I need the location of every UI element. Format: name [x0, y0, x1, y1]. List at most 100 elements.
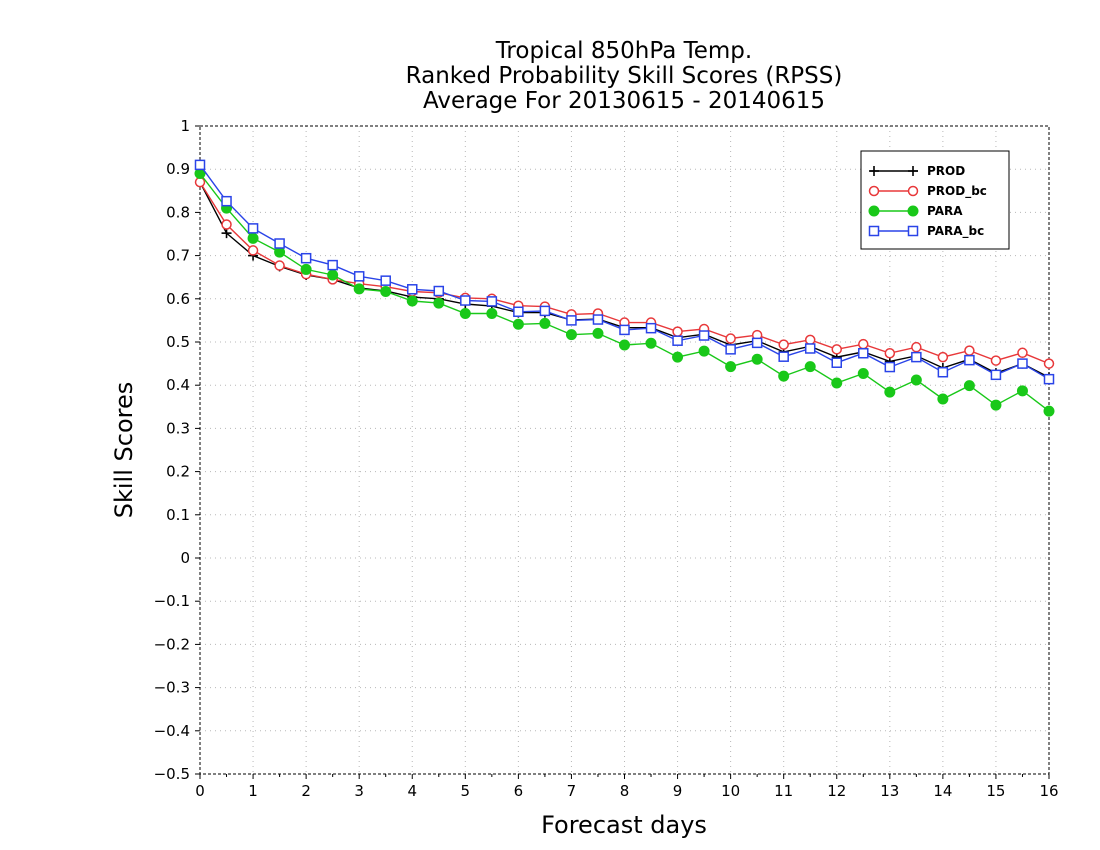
legend-marker	[907, 205, 919, 217]
x-tick-label: 6	[514, 782, 524, 800]
data-point-prod-bc	[858, 338, 869, 350]
y-tick-label: 0.7	[166, 247, 190, 265]
data-point-para	[1043, 405, 1055, 417]
data-point-para-bc	[778, 351, 789, 362]
gridlines	[200, 126, 1049, 774]
data-point-para	[565, 329, 577, 341]
y-tick-label: 0.8	[166, 203, 190, 221]
data-point-prod-bc	[778, 339, 789, 350]
data-point-para-bc	[433, 285, 445, 297]
data-point-para	[539, 317, 551, 329]
data-point-para-bc	[858, 347, 869, 359]
data-point-para	[459, 307, 471, 319]
legend-box	[860, 150, 1010, 250]
y-tick-label: 0.3	[166, 419, 190, 437]
data-point-prod-bc	[247, 245, 259, 256]
legend-marker	[868, 225, 880, 237]
legend-label: PARA	[927, 204, 963, 218]
x-tick-label: 8	[620, 782, 630, 800]
data-point-para	[406, 295, 418, 307]
y-tick-label: 0.2	[166, 463, 190, 481]
legend-marker	[907, 225, 919, 237]
data-point-para-bc	[672, 335, 683, 346]
legend-label: PROD	[927, 164, 965, 178]
legend-marker	[907, 185, 919, 197]
x-tick-label: 7	[567, 782, 577, 800]
data-point-prod-bc	[831, 344, 842, 355]
data-point-para-bc	[937, 366, 949, 378]
data-point-para	[804, 361, 816, 373]
legend-item-prod: PROD	[869, 164, 965, 178]
data-point-para-bc	[804, 343, 816, 354]
y-tick-label: 0	[180, 549, 190, 567]
data-point-para-bc	[486, 296, 498, 307]
y-tick-label: −0.4	[154, 722, 190, 740]
y-tick-label: 0.1	[166, 506, 190, 524]
legend-marker	[908, 166, 918, 176]
data-point-para	[884, 386, 896, 398]
data-point-para	[1016, 385, 1028, 397]
y-tick-label: −0.3	[154, 679, 190, 697]
axes: 0 1 2 3 4 5 6 7 8 9 10 11 12 13 14 15 16−0.5−0.4−0.3−0.2…	[154, 117, 1059, 800]
data-point-para-bc	[221, 195, 232, 207]
data-point-para	[698, 345, 710, 357]
data-point-para	[778, 370, 790, 382]
data-point-para	[512, 318, 524, 330]
y-tick-label: −0.2	[154, 635, 190, 653]
x-tick-label: 11	[774, 782, 793, 800]
legend-label: PROD_bc	[927, 184, 987, 199]
series-lines	[194, 159, 1055, 417]
x-tick-label: 12	[827, 782, 846, 800]
data-point-para-bc	[831, 357, 842, 368]
data-point-prod-bc	[911, 341, 922, 353]
data-point-para-bc	[698, 330, 710, 341]
legend-label: PARA_bc	[927, 224, 984, 239]
x-axis-title: Forecast days	[541, 811, 707, 839]
x-tick-label: 9	[673, 782, 683, 800]
x-tick-label: 13	[880, 782, 899, 800]
data-point-para-bc	[990, 369, 1002, 381]
data-point-para	[857, 368, 869, 380]
data-point-para-bc	[513, 306, 524, 318]
data-point-para	[725, 361, 737, 373]
chart-title-line: Tropical 850hPa Temp.	[495, 38, 752, 64]
data-point-para-bc	[1017, 358, 1028, 369]
data-point-para-bc	[539, 305, 551, 317]
data-point-prod-bc	[884, 347, 896, 359]
data-point-prod	[221, 228, 232, 239]
data-point-para	[327, 269, 339, 281]
data-point-para	[619, 339, 630, 351]
data-point-para-bc	[619, 324, 630, 336]
chart-title-line: Average For 20130615 - 20140615	[423, 88, 825, 114]
data-point-para	[645, 337, 657, 349]
data-point-para-bc	[725, 344, 736, 355]
x-tick-label: 1	[248, 782, 258, 800]
data-point-para	[300, 263, 312, 275]
y-tick-label: −0.1	[154, 592, 190, 610]
legend-item-prod-bc: PROD_bc	[868, 184, 987, 199]
data-point-para	[672, 351, 684, 363]
data-point-para-bc	[645, 322, 657, 334]
y-tick-label: 0.5	[166, 333, 190, 351]
x-tick-label: 16	[1039, 782, 1058, 800]
data-point-para-bc	[380, 275, 391, 286]
chart-title: Tropical 850hPa Temp.Ranked Probability …	[406, 38, 843, 114]
x-tick-label: 5	[461, 782, 471, 800]
x-tick-label: 4	[407, 782, 417, 800]
y-axis-title: Skill Scores	[110, 382, 138, 519]
data-point-para	[937, 393, 949, 405]
y-tick-label: 0.6	[166, 290, 190, 308]
data-point-prod-bc	[937, 351, 949, 363]
x-tick-label: 2	[301, 782, 311, 800]
y-tick-label: 1	[180, 117, 190, 135]
legend-marker	[868, 185, 880, 197]
data-point-para	[963, 380, 975, 392]
data-point-prod-bc	[221, 219, 232, 230]
data-point-para-bc	[353, 271, 365, 282]
data-point-para-bc	[1043, 373, 1055, 385]
legend: PROD PROD_bc PARA PARA_bc	[860, 150, 1010, 250]
legend-marker	[868, 205, 880, 217]
data-point-para-bc	[460, 295, 471, 306]
data-point-para-bc	[407, 284, 418, 295]
data-point-prod-bc	[274, 260, 285, 271]
